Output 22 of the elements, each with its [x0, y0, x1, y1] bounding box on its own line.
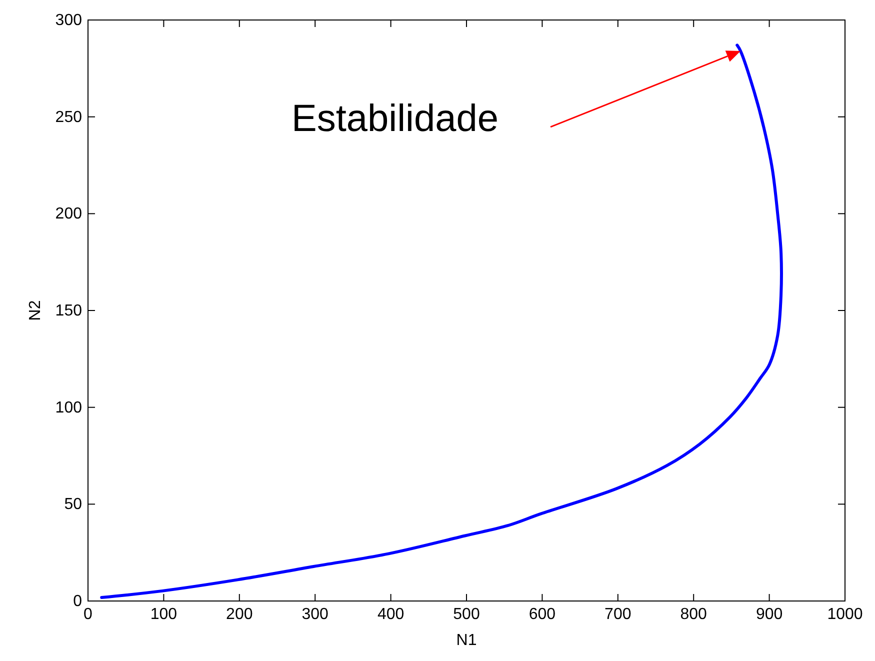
y-tick-label: 100 [55, 399, 82, 416]
x-tick-label: 200 [226, 606, 253, 623]
line-series [100, 44, 783, 600]
x-tick-label: 300 [302, 606, 329, 623]
x-tick-label: 900 [756, 606, 783, 623]
annotation: Estabilidade [291, 98, 499, 140]
x-tick-label: 500 [453, 606, 480, 623]
y-tick-label: 300 [55, 12, 82, 29]
x-tick-label: 1000 [827, 606, 863, 623]
x-tick-label: 400 [377, 606, 404, 623]
x-tick-label: 600 [528, 606, 556, 623]
y-tick-label: 150 [55, 302, 82, 320]
x-tick-label: 0 [84, 606, 93, 623]
x-tick-label: 700 [604, 606, 632, 623]
y-tick-label: 250 [55, 108, 82, 126]
y-tick-label: 200 [55, 206, 82, 223]
y-axis-title: N2 [27, 300, 44, 321]
y-tick-label: 0 [73, 593, 82, 610]
x-axis-title: N1 [456, 632, 477, 649]
x-tick-label: 100 [150, 606, 178, 623]
y-tick-label: 50 [64, 496, 82, 514]
x-tick-label: 800 [680, 606, 708, 623]
